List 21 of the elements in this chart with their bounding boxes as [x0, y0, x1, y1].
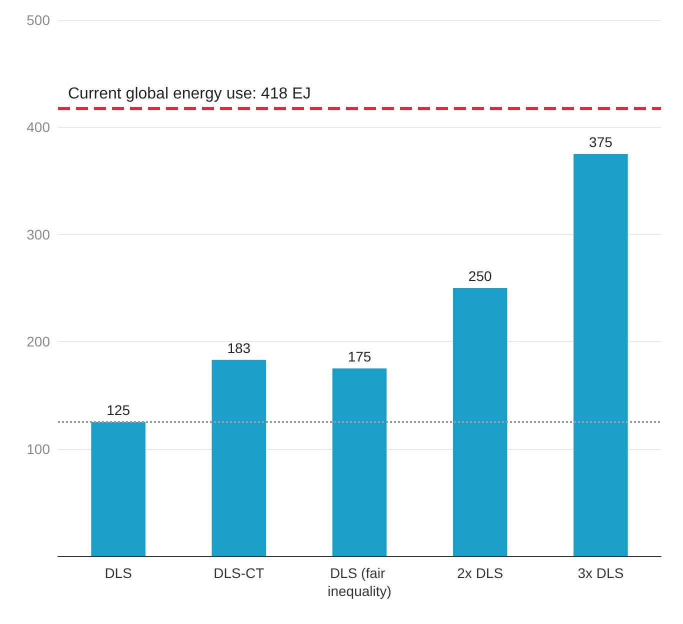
y-tick-label: 400 [26, 119, 50, 136]
y-tick-label: 300 [26, 226, 50, 242]
data-label: 175 [348, 348, 372, 364]
bar [574, 154, 628, 556]
y-tick-label: 100 [26, 440, 50, 457]
y-tick-label: 200 [26, 334, 50, 350]
x-tick-label: 3x DLS [578, 565, 624, 581]
x-tick-label: DLS (fair inequality) [328, 565, 392, 599]
data-label: 125 [106, 402, 130, 418]
data-label: 375 [589, 134, 613, 150]
y-tick-label: 500 [26, 12, 50, 28]
bar [212, 360, 266, 556]
bar [332, 368, 387, 556]
bar [452, 288, 508, 556]
x-tick-label: 2x DLS [457, 565, 504, 581]
x-tick-label: DLS-CT [214, 565, 265, 581]
ref-line-label: Current global energy use: 418 EJ [68, 85, 311, 102]
data-label: 250 [468, 268, 492, 284]
bar [91, 422, 146, 556]
data-label: 183 [227, 340, 251, 356]
x-tick-label: DLS [104, 565, 132, 581]
